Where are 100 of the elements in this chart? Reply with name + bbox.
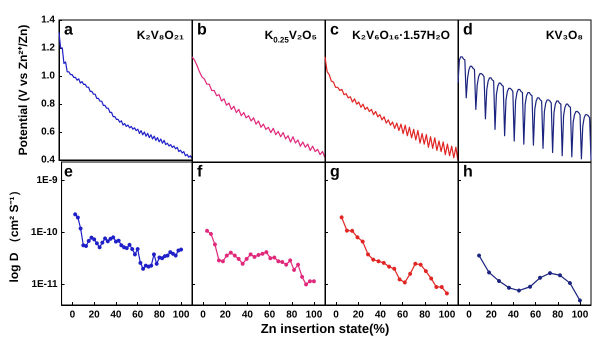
x-tick-label: 60: [530, 310, 542, 320]
chart-title: e: [64, 164, 73, 180]
point: [355, 235, 360, 240]
y-axis-title: log D （cm² S⁻¹）: [7, 184, 21, 283]
y-tick-label: 1E-10: [30, 227, 58, 238]
point: [296, 262, 300, 267]
point: [166, 254, 170, 258]
y-tick-label: 1.4: [41, 14, 56, 26]
point: [387, 264, 392, 269]
point: [284, 262, 288, 267]
x-tick-label: 40: [110, 310, 122, 320]
annotation: K₂V₈O₂₁: [136, 28, 184, 42]
chart-title: b: [197, 22, 207, 38]
point: [260, 252, 264, 256]
x-tick-label: 80: [419, 310, 431, 320]
y-tick-label: 0.4: [41, 154, 56, 166]
x-tick-label: 60: [397, 310, 409, 320]
point: [138, 260, 142, 265]
point: [141, 266, 146, 271]
point: [312, 279, 316, 284]
point: [434, 285, 438, 289]
x-tick-label: 100: [306, 310, 323, 320]
x-tick-label: 100: [172, 310, 190, 320]
chart-title: c: [330, 22, 339, 38]
point: [84, 244, 88, 248]
point: [160, 256, 164, 260]
x-tick-label: 0: [466, 310, 472, 320]
point: [538, 276, 542, 280]
x-tick-label: 0: [70, 310, 76, 320]
point: [224, 254, 229, 258]
x-tick-label: 20: [88, 310, 100, 320]
point: [392, 266, 396, 271]
x-tick-label: 20: [486, 310, 498, 320]
point: [568, 281, 572, 286]
point: [232, 254, 237, 258]
point: [236, 256, 241, 261]
point: [516, 288, 521, 293]
chart-title: g: [330, 164, 340, 180]
text: K$_{0.25}$V₂O₅: [264, 28, 317, 44]
chart-title: f: [197, 164, 203, 180]
x-tick-label: 60: [132, 310, 144, 320]
point: [76, 216, 80, 220]
point: [340, 215, 344, 220]
x-tick-label: 100: [572, 310, 589, 320]
x-tick-label: 0: [200, 310, 206, 320]
x-axis-title: Zn insertion state(%): [260, 321, 390, 336]
point: [506, 286, 511, 290]
point: [116, 238, 121, 243]
point: [528, 284, 532, 289]
point: [304, 282, 308, 286]
point: [94, 241, 99, 246]
point: [418, 262, 423, 267]
point: [300, 274, 304, 279]
point: [264, 250, 268, 254]
y-tick-label: 0.6: [41, 126, 56, 138]
point: [248, 252, 253, 256]
x-tick-label: 80: [552, 310, 564, 320]
point: [92, 237, 96, 242]
point: [154, 262, 159, 266]
x-tick-label: 20: [352, 310, 364, 320]
x-tick-label: 20: [220, 310, 232, 320]
y-tick-label: 0.8: [41, 98, 56, 110]
point: [272, 256, 276, 260]
point: [228, 250, 233, 255]
point: [78, 226, 83, 230]
chart-title: a: [64, 22, 73, 38]
point: [111, 235, 116, 240]
point: [376, 259, 381, 264]
point: [487, 270, 492, 274]
point: [344, 228, 349, 233]
point: [89, 236, 94, 240]
point: [440, 285, 444, 289]
point: [149, 264, 154, 268]
text: K₂V₆O₁₆·1.57H₂O: [352, 28, 450, 42]
point: [208, 232, 213, 236]
y-axis-title: Potential (V vs Zn²⁺/Zn): [16, 24, 30, 156]
point: [398, 277, 402, 282]
point: [371, 258, 376, 262]
point: [98, 245, 102, 250]
point: [292, 268, 296, 272]
x-tick-label: 100: [438, 310, 456, 320]
point: [256, 252, 260, 257]
point: [424, 269, 428, 274]
point: [174, 254, 178, 258]
point: [179, 248, 184, 252]
point: [429, 276, 434, 280]
point: [413, 262, 418, 266]
point: [100, 240, 104, 245]
x-tick-label: 60: [264, 310, 276, 320]
x-tick-label: 0: [333, 310, 340, 320]
chart-title: d: [463, 22, 473, 38]
point: [244, 256, 249, 261]
x-tick-label: 40: [374, 310, 386, 320]
point: [220, 259, 225, 264]
point: [86, 238, 91, 243]
point: [136, 247, 140, 252]
point: [308, 279, 312, 284]
point: [268, 256, 272, 260]
point: [276, 259, 280, 264]
point: [216, 258, 221, 262]
